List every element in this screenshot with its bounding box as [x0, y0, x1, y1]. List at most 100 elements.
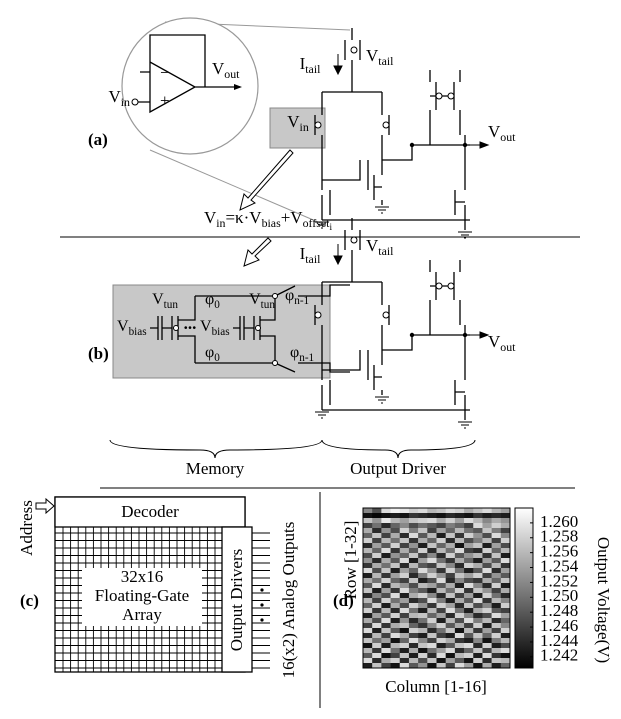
heat-cell [399, 588, 410, 594]
heat-cell [464, 523, 474, 529]
heat-cell [381, 638, 391, 644]
heat-cell [454, 528, 465, 534]
heat-cell [436, 568, 446, 574]
heat-cell [436, 588, 446, 594]
memory-wires [150, 284, 350, 373]
heat-cell [473, 653, 483, 659]
heat-cell [381, 618, 391, 624]
heat-cell [464, 508, 474, 514]
heat-cell [372, 563, 382, 569]
heat-cell [500, 563, 511, 569]
heat-cell [445, 623, 456, 629]
heat-cell [491, 643, 502, 649]
heat-cell [500, 568, 511, 574]
heat-cell [454, 633, 465, 639]
label-part: offset [303, 216, 331, 230]
heat-cell [482, 618, 492, 624]
colorbar-tick-label: 1.250 [540, 586, 578, 605]
heat-cell [399, 538, 410, 544]
heat-cell [427, 653, 437, 659]
heat-cell [372, 628, 382, 634]
heat-cell [445, 548, 456, 554]
address-arrow [35, 497, 55, 515]
heat-cell [427, 598, 437, 604]
heat-cell [482, 588, 492, 594]
heat-cell [381, 598, 391, 604]
label-part: φ [290, 344, 299, 361]
array-label: 32x16 [121, 567, 164, 586]
heat-cell [454, 613, 465, 619]
heat-cell [491, 618, 502, 624]
heat-cell [418, 663, 428, 669]
heat-cell [408, 513, 419, 519]
heat-cell [454, 548, 465, 554]
heat-cell [464, 593, 474, 599]
heat-cell [427, 628, 437, 634]
heat-cell [491, 533, 502, 539]
heat-cell [436, 658, 446, 664]
heat-cell [464, 563, 474, 569]
heat-cell [482, 568, 492, 574]
heat-cell [399, 558, 410, 564]
heat-cell [418, 613, 428, 619]
colorbar-label: Output Voltage(V) [594, 537, 613, 663]
heat-cell [381, 553, 391, 559]
heat-cell [491, 598, 502, 604]
v-out: Vout [488, 122, 516, 144]
heat-cell [500, 543, 511, 549]
heat-cell [390, 533, 401, 539]
heat-cell [454, 593, 465, 599]
heat-cell [482, 508, 492, 514]
heat-cell [399, 653, 410, 659]
heat-cell [418, 518, 428, 524]
heat-cell [427, 578, 437, 584]
heat-cell [482, 538, 492, 544]
heat-cell [418, 558, 428, 564]
ground [315, 411, 329, 419]
heat-cell [390, 643, 401, 649]
heat-cell [418, 628, 428, 634]
heat-cell [363, 638, 373, 644]
decoder-box [54, 496, 246, 528]
ground [375, 396, 389, 404]
heat-cell [491, 638, 502, 644]
heat-cell [427, 618, 437, 624]
heat-cell [372, 558, 382, 564]
heat-cell [399, 623, 410, 629]
node [409, 142, 415, 148]
heat-cell [372, 598, 382, 604]
heat-cell [408, 648, 419, 654]
heat-cell [427, 648, 437, 654]
heat-cell [408, 538, 419, 544]
heat-cell [363, 588, 373, 594]
heat-cell [436, 598, 446, 604]
brace [321, 439, 476, 459]
heat-cell [482, 578, 492, 584]
heat-cell [390, 523, 401, 529]
heat-cell [427, 523, 437, 529]
label-part: I [300, 54, 306, 73]
input-highlight [269, 107, 326, 149]
heat-cell [500, 628, 511, 634]
heat-cell [454, 553, 465, 559]
heat-cell [390, 563, 401, 569]
heat-cell [436, 583, 446, 589]
heat-cell [363, 658, 373, 664]
heat-cell [418, 508, 428, 514]
heat-cell [482, 558, 492, 564]
heat-cell [418, 588, 428, 594]
heat-cell [408, 643, 419, 649]
opamp-input: Vin [108, 87, 130, 109]
heat-cell [418, 603, 428, 609]
heat-cell [454, 563, 465, 569]
heat-cell [454, 568, 465, 574]
heat-cell [445, 523, 456, 529]
heat-cell [482, 638, 492, 644]
heat-cell [473, 638, 483, 644]
heat-cell [473, 613, 483, 619]
heat-cell [464, 513, 474, 519]
heat-cell [500, 623, 511, 629]
heat-cell [482, 648, 492, 654]
colorbar-tick-label: 1.252 [540, 571, 578, 590]
heat-cell [454, 603, 465, 609]
